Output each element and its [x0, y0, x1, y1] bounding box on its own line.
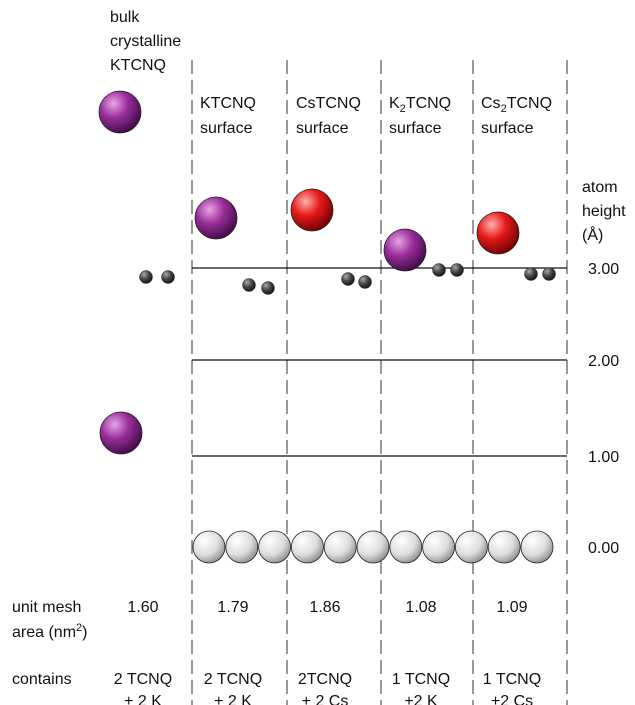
column-header-part: TCNQ [507, 95, 552, 112]
atoms [99, 91, 556, 563]
row-label: unit mesh [12, 599, 81, 616]
tcnq-nitrogen [140, 271, 153, 284]
cesium-atom [291, 189, 333, 231]
contains-value: +2 Cs [491, 693, 533, 705]
row-label-part: ) [82, 624, 87, 641]
row-label-part: unit mesh [12, 599, 81, 616]
tcnq-nitrogen [243, 279, 256, 292]
column-header-part: KTCNQ [200, 95, 256, 112]
substrate-atom [291, 531, 323, 563]
axis-title: atom [582, 179, 618, 196]
contains-value: + 2 K [124, 693, 162, 705]
column-header-part: K [389, 95, 400, 112]
substrate-atom [423, 531, 455, 563]
tcnq-nitrogen [162, 271, 175, 284]
column-header: crystalline [110, 33, 181, 50]
column-header-part: surface [200, 120, 253, 137]
column-header: CsTCNQ [296, 95, 361, 112]
axis-label: 2.00 [588, 353, 619, 370]
unit-mesh-value: 1.08 [405, 599, 436, 616]
substrate-atom [324, 531, 356, 563]
cesium-atom [477, 212, 519, 254]
column-header: KTCNQ [110, 57, 166, 74]
unit-mesh-value: 1.79 [217, 599, 248, 616]
tcnq-nitrogen [342, 273, 355, 286]
tcnq-nitrogen [262, 282, 275, 295]
tcnq-nitrogen [433, 264, 446, 277]
contains-value: + 2 Cs [302, 693, 349, 705]
potassium-atom [384, 229, 426, 271]
substrate-atom [521, 531, 553, 563]
column-header-part: Cs [481, 95, 501, 112]
unit-mesh-value: 1.60 [127, 599, 158, 616]
substrate-atom [390, 531, 422, 563]
tcnq-nitrogen [359, 276, 372, 289]
tcnq-nitrogen [543, 268, 556, 281]
contains-value: 2 TCNQ [114, 671, 172, 688]
column-header: K2TCNQ [389, 95, 451, 115]
substrate-atom [488, 531, 520, 563]
axis-label: 1.00 [588, 449, 619, 466]
potassium-atom [100, 412, 142, 454]
axis-title: height [582, 203, 626, 220]
unit-mesh-value: 1.09 [496, 599, 527, 616]
height-lines [192, 268, 567, 456]
column-header-part: crystalline [110, 33, 181, 50]
tcnq-nitrogen [451, 264, 464, 277]
row-label: contains [12, 671, 72, 688]
substrate-atom [226, 531, 258, 563]
figure: bulkcrystallineKTCNQKTCNQsurfaceCsTCNQsu… [0, 0, 635, 705]
substrate-atom [455, 531, 487, 563]
column-header: surface [200, 120, 253, 137]
column-header: Cs2TCNQ [481, 95, 552, 115]
tcnq-nitrogen [525, 268, 538, 281]
column-header: surface [481, 120, 534, 137]
column-header-part: surface [389, 120, 442, 137]
column-header-part: KTCNQ [110, 57, 166, 74]
substrate-atom [193, 531, 225, 563]
contains-value: 1 TCNQ [483, 671, 541, 688]
row-label: area (nm2) [12, 622, 87, 641]
column-header-part: CsTCNQ [296, 95, 361, 112]
column-header-part: surface [296, 120, 349, 137]
axis-title: (Å) [582, 225, 603, 244]
column-header-part: TCNQ [406, 95, 451, 112]
contains-value: +2 K [404, 693, 438, 705]
potassium-atom [195, 197, 237, 239]
column-header: surface [296, 120, 349, 137]
column-header: surface [389, 120, 442, 137]
row-label-part: area (nm [12, 624, 76, 641]
contains-value: + 2 K [214, 693, 252, 705]
contains-value: 1 TCNQ [392, 671, 450, 688]
axis-label: 3.00 [588, 261, 619, 278]
column-header-part: surface [481, 120, 534, 137]
contains-value: 2 TCNQ [204, 671, 262, 688]
column-header: KTCNQ [200, 95, 256, 112]
substrate-atom [259, 531, 291, 563]
column-header-part: bulk [110, 9, 140, 26]
column-header: bulk [110, 9, 140, 26]
substrate-atom [357, 531, 389, 563]
potassium-atom [99, 91, 141, 133]
unit-mesh-value: 1.86 [309, 599, 340, 616]
axis-label: 0.00 [588, 540, 619, 557]
contains-value: 2TCNQ [298, 671, 352, 688]
